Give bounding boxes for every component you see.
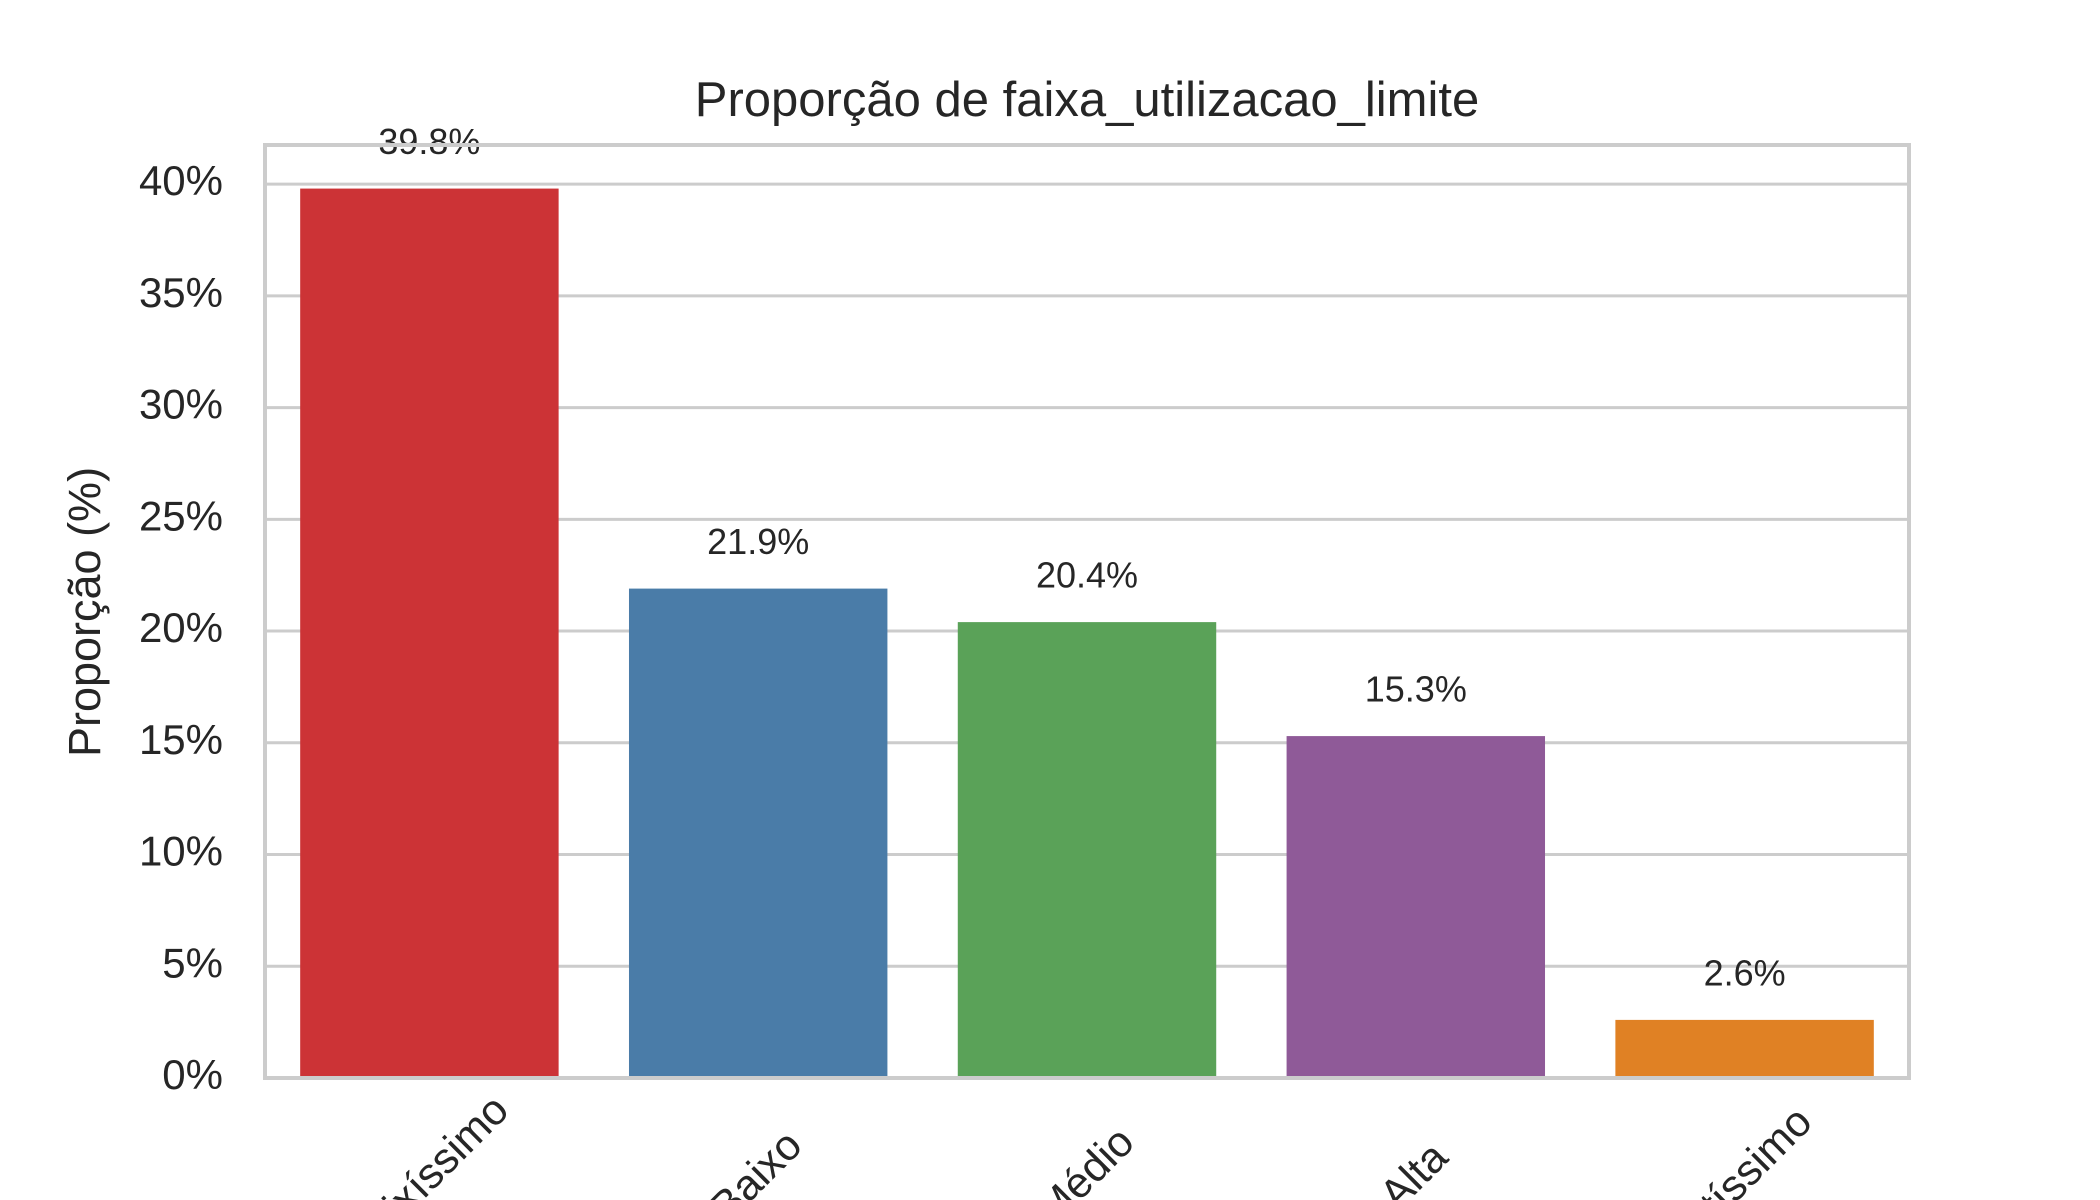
y-tick-label: 25%: [139, 492, 223, 539]
y-tick-label: 5%: [162, 939, 223, 986]
y-tick-label: 15%: [139, 716, 223, 763]
y-axis-label: Proporção (%): [59, 467, 110, 757]
chart-title: Proporção de faixa_utilizacao_limite: [695, 73, 1479, 127]
y-tick-label: 0%: [162, 1051, 223, 1098]
y-tick-label: 20%: [139, 604, 223, 651]
bar: [1615, 1019, 1874, 1078]
plot-frame: [263, 143, 1911, 1080]
value-label: 20.4%: [1036, 555, 1138, 596]
bar: [628, 588, 888, 1078]
value-label: 21.9%: [707, 521, 809, 562]
bar: [1286, 736, 1546, 1078]
y-tick-label: 40%: [139, 157, 223, 204]
bar: [957, 622, 1217, 1078]
y-tick-label: 30%: [139, 381, 223, 428]
value-label: 2.6%: [1704, 952, 1786, 993]
y-tick-label: 35%: [139, 269, 223, 316]
value-label: 39.8%: [378, 121, 480, 162]
bar: [300, 188, 559, 1078]
value-label: 15.3%: [1365, 669, 1467, 710]
y-tick-label: 10%: [139, 828, 223, 875]
